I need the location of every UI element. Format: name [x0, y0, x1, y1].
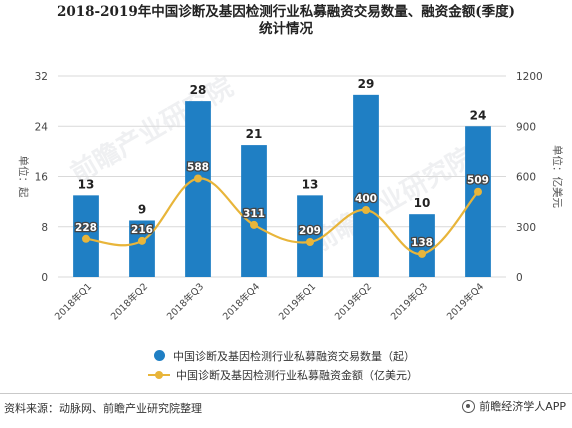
y-left-tick-label: 0 [41, 272, 48, 284]
bar [129, 220, 155, 277]
line-point [474, 187, 482, 196]
bar-value-label: 9 [138, 202, 146, 216]
bar-value-label: 29 [358, 77, 375, 91]
line-value-label: 138 [411, 237, 433, 249]
bar [185, 101, 211, 277]
bar [409, 214, 435, 277]
bar-value-label: 24 [470, 108, 487, 122]
y-left-tick-label: 24 [35, 121, 49, 133]
chart-title-line1: 2018-2019年中国诊断及基因检测行业私募融资交易数量、融资金额(季度) [56, 4, 516, 20]
line-value-label: 311 [243, 208, 265, 220]
chart-title-line2: 统计情况 [259, 21, 313, 37]
line-point [138, 236, 146, 245]
bar [241, 145, 267, 277]
y-right-tick-label: 600 [516, 172, 536, 184]
legend-item-bar: 中国诊断及基因检测行业私募融资交易数量（起） [148, 346, 418, 365]
line-point [362, 206, 370, 214]
y-right-tick-label: 300 [516, 222, 536, 234]
brand-credit: 前瞻经济学人APP [462, 398, 566, 414]
line-point [306, 237, 314, 246]
line-value-label: 509 [467, 175, 489, 187]
y-left-axis-label: 单位：起 [17, 156, 30, 198]
line-value-label: 216 [131, 224, 153, 236]
legend-label-line: 中国诊断及基因检测行业私募融资金额（亿美元） [176, 368, 418, 382]
line-point [82, 234, 90, 243]
y-left-tick-label: 32 [35, 71, 48, 83]
x-tick-label: 2019年Q4 [444, 281, 486, 323]
chart-legend: 中国诊断及基因检测行业私募融资交易数量（起） 中国诊断及基因检测行业私募融资金额… [148, 346, 418, 384]
line-point [250, 220, 258, 229]
bar-value-label: 28 [190, 83, 207, 97]
y-left-tick-label: 16 [35, 172, 49, 184]
legend-swatch-bar [154, 350, 165, 361]
x-tick-label: 2019年Q3 [388, 281, 430, 323]
x-tick-label: 2018年Q4 [220, 281, 262, 323]
brand-name: 前瞻经济学人APP [479, 400, 566, 413]
x-tick-label: 2019年Q1 [276, 281, 318, 323]
brand-logo-icon [462, 399, 476, 413]
y-right-tick-label: 900 [516, 121, 536, 133]
line-point [194, 174, 202, 183]
line-value-label: 228 [75, 222, 97, 234]
y-right-tick-label: 1200 [516, 71, 543, 83]
y-left-tick-label: 8 [41, 222, 48, 234]
legend-item-line: 中国诊断及基因检测行业私募融资金额（亿美元） [148, 365, 418, 384]
legend-swatch-line [148, 369, 170, 380]
line-value-label: 588 [187, 162, 209, 174]
x-tick-label: 2018年Q2 [108, 281, 150, 323]
bar-value-label: 10 [414, 196, 431, 210]
y-right-axis-label: 单位：亿美元 [551, 145, 564, 208]
chart-plot: 0 8 16 24 32 0 300 600 900 1200 单位：起 单位：亿美元 13 9 28 21 1… [17, 71, 564, 323]
x-tick-label: 2019年Q2 [332, 281, 374, 323]
legend-label-bar: 中国诊断及基因检测行业私募融资交易数量（起） [173, 349, 415, 363]
source-note: 资料来源：动脉网、前瞻产业研究院整理 [4, 402, 202, 415]
footer-divider [0, 393, 572, 394]
line-point [418, 249, 426, 258]
bar [297, 195, 323, 277]
x-tick-label: 2018年Q1 [52, 281, 94, 323]
bar-value-label: 13 [78, 177, 95, 191]
bar-value-label: 21 [246, 127, 263, 141]
chart-title: 2018-2019年中国诊断及基因检测行业私募融资交易数量、融资金额(季度) 统… [0, 4, 572, 38]
y-right-tick-label: 0 [516, 272, 523, 284]
line-value-label: 400 [355, 193, 377, 205]
bar [353, 94, 379, 277]
bar [465, 126, 491, 277]
line-value-label: 209 [299, 225, 321, 237]
bar-value-label: 13 [302, 177, 319, 191]
x-tick-label: 2018年Q3 [164, 281, 206, 323]
